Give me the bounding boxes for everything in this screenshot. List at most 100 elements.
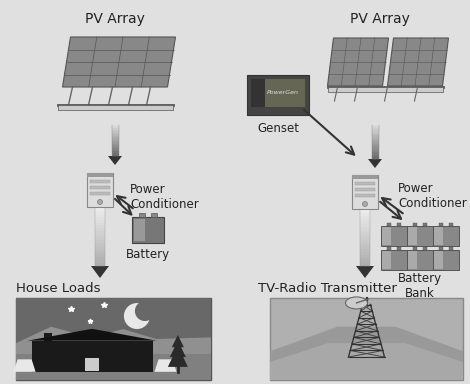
Text: Power
Conditioner: Power Conditioner [398, 182, 467, 210]
Bar [95, 252, 105, 255]
Bar [371, 152, 378, 154]
Bar [87, 173, 113, 207]
Bar [111, 151, 118, 153]
Text: Battery: Battery [126, 248, 170, 261]
Bar [371, 139, 378, 140]
Bar [381, 250, 407, 270]
Bar [371, 140, 378, 142]
Bar [95, 263, 105, 266]
Text: PV Array: PV Array [350, 12, 410, 26]
Polygon shape [108, 156, 122, 165]
Bar [387, 247, 391, 250]
Bar [87, 173, 113, 177]
Bar [251, 79, 305, 107]
Bar [95, 214, 105, 217]
Text: Power
Conditioner: Power Conditioner [130, 183, 199, 211]
Bar [387, 223, 391, 226]
Bar [413, 223, 417, 226]
Bar [382, 227, 391, 245]
Polygon shape [168, 346, 188, 367]
Circle shape [97, 200, 102, 205]
Bar [251, 79, 265, 107]
Bar [434, 227, 443, 245]
Bar [371, 146, 378, 147]
Bar [371, 130, 378, 132]
Ellipse shape [345, 297, 368, 309]
Bar [360, 252, 370, 255]
Bar [95, 234, 105, 237]
Polygon shape [270, 327, 463, 380]
Bar [95, 246, 105, 248]
Bar [371, 157, 378, 159]
Bar [360, 238, 370, 241]
Bar [371, 125, 378, 127]
Polygon shape [28, 329, 157, 341]
Bar [111, 148, 118, 150]
Polygon shape [270, 343, 463, 380]
Bar [352, 175, 378, 179]
Text: PowerGen: PowerGen [267, 91, 299, 96]
Bar [111, 141, 118, 142]
Bar [355, 182, 375, 185]
Bar [111, 147, 118, 148]
Text: House Loads: House Loads [16, 282, 101, 295]
Polygon shape [14, 359, 36, 372]
Polygon shape [328, 38, 389, 86]
Bar [407, 250, 433, 270]
Bar [328, 87, 442, 92]
Bar [355, 194, 375, 197]
Bar [360, 232, 370, 235]
Bar [360, 227, 370, 230]
Bar [247, 75, 309, 115]
Bar [95, 211, 105, 214]
Bar [16, 298, 211, 380]
Bar [371, 137, 378, 139]
Bar [360, 215, 370, 218]
Bar [408, 251, 417, 269]
Bar [352, 175, 378, 209]
Bar [360, 249, 370, 252]
Bar [360, 243, 370, 247]
Bar [95, 231, 105, 234]
Bar [90, 186, 110, 189]
Polygon shape [63, 37, 175, 87]
Text: Genset: Genset [257, 122, 299, 135]
Bar [111, 136, 118, 137]
Bar [371, 156, 378, 157]
Bar [360, 247, 370, 249]
Bar [371, 144, 378, 146]
Bar [111, 131, 118, 133]
Bar [95, 237, 105, 240]
Bar [139, 213, 145, 217]
Bar [95, 248, 105, 252]
Bar [111, 144, 118, 145]
Bar [111, 142, 118, 144]
Bar [408, 227, 417, 245]
Polygon shape [16, 354, 211, 380]
Bar [360, 221, 370, 224]
Bar [413, 247, 417, 250]
Bar [397, 247, 401, 250]
Bar [111, 145, 118, 147]
Bar [371, 154, 378, 156]
Bar [95, 243, 105, 246]
Bar [95, 217, 105, 220]
Bar [85, 358, 99, 371]
Bar [111, 134, 118, 136]
Bar [382, 251, 391, 269]
Bar [90, 192, 110, 195]
Bar [360, 241, 370, 243]
Polygon shape [387, 38, 448, 86]
Bar [371, 147, 378, 149]
Bar [360, 260, 370, 263]
Bar [371, 149, 378, 151]
Bar [371, 151, 378, 152]
Bar [360, 258, 370, 260]
Bar [434, 251, 443, 269]
Bar [433, 226, 459, 246]
Bar [95, 225, 105, 228]
Bar [132, 217, 164, 243]
Bar [371, 134, 378, 135]
Bar [407, 226, 433, 246]
Bar [95, 228, 105, 231]
